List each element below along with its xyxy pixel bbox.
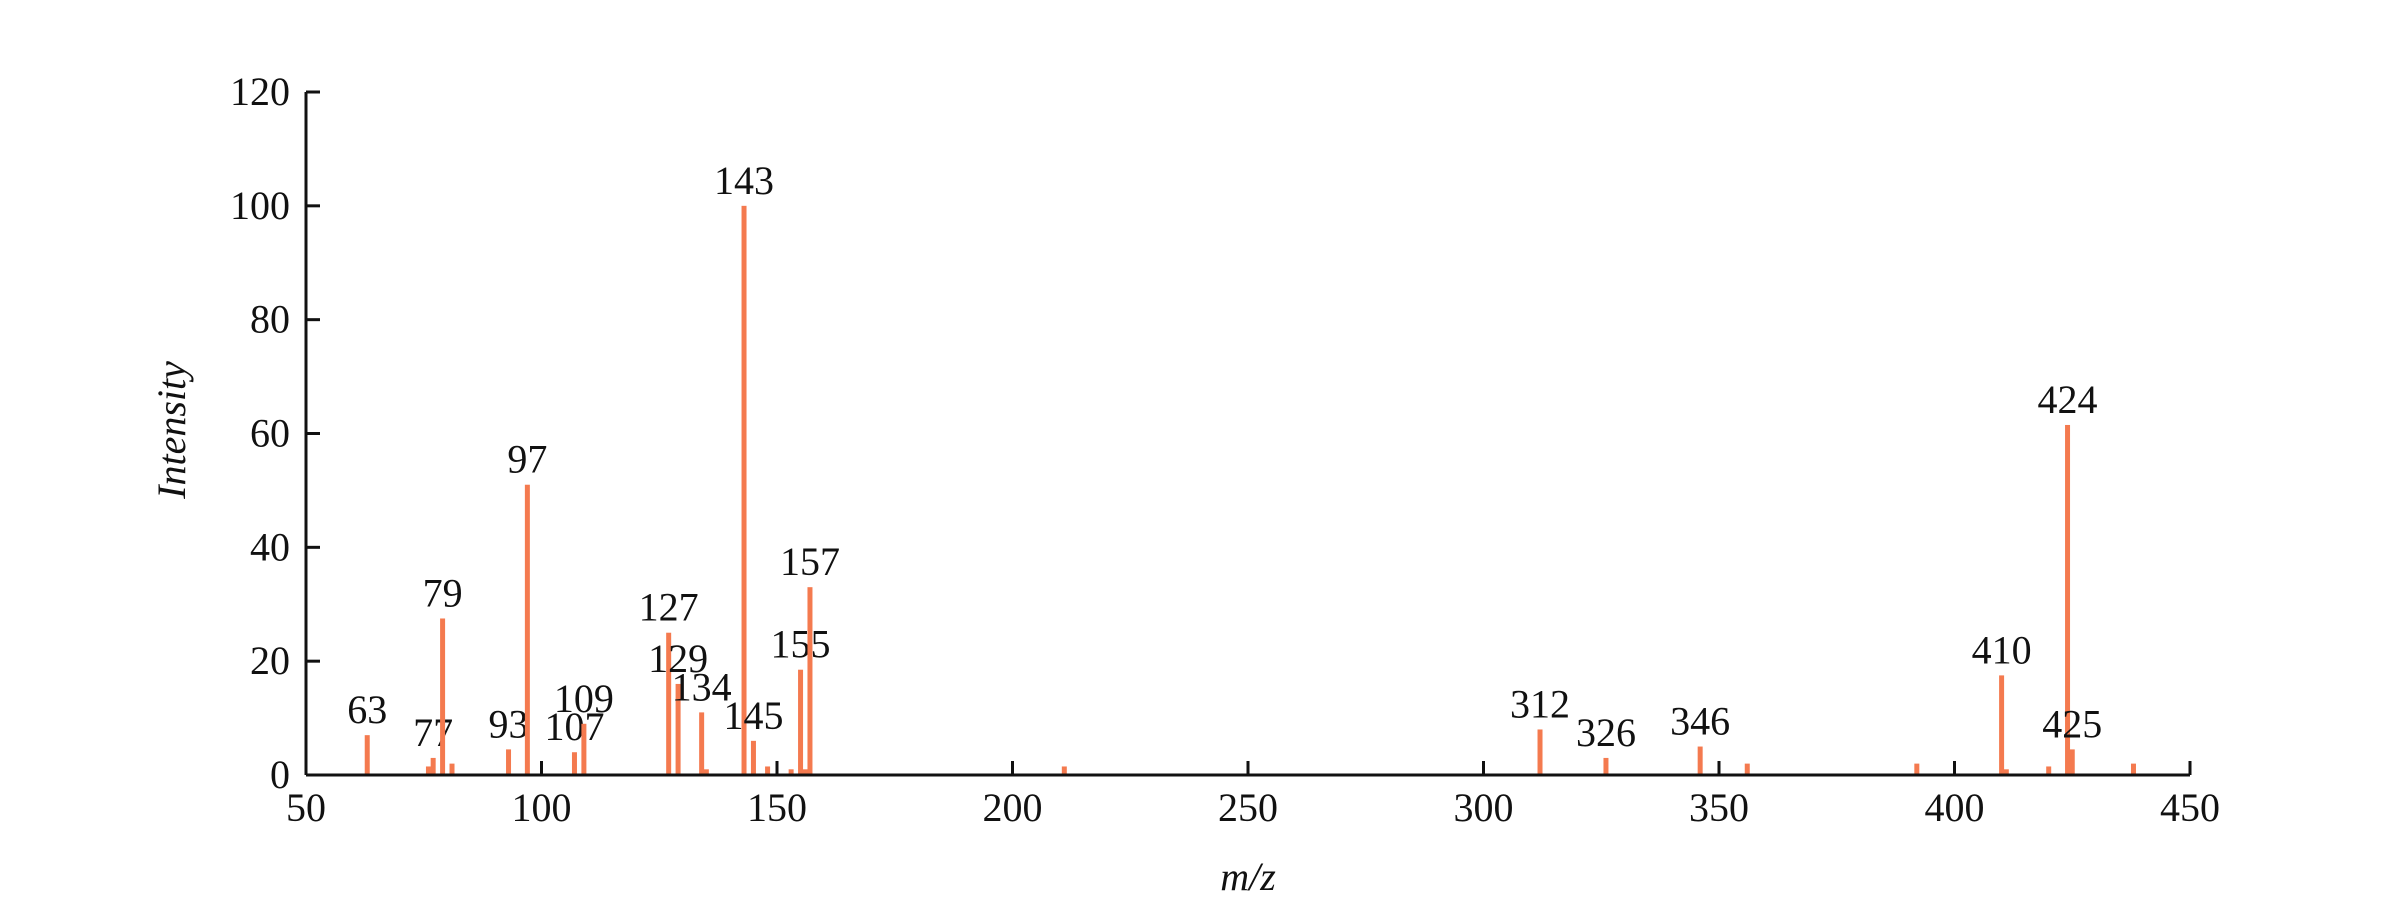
peak-label: 424 bbox=[2038, 377, 2098, 422]
peak bbox=[430, 757, 436, 775]
peak bbox=[364, 735, 370, 775]
x-tick-label: 350 bbox=[1689, 785, 1749, 830]
peak bbox=[506, 749, 512, 775]
peak bbox=[440, 618, 446, 775]
peak bbox=[1914, 763, 1920, 775]
peak-label: 145 bbox=[723, 693, 783, 738]
x-axis-label: m/z bbox=[1220, 854, 1276, 899]
peak bbox=[524, 484, 530, 775]
peak-label: 109 bbox=[554, 676, 614, 721]
y-tick-label: 20 bbox=[250, 638, 290, 683]
peak-label: 63 bbox=[347, 687, 387, 732]
peak bbox=[802, 769, 808, 775]
y-tick-label: 0 bbox=[270, 752, 290, 797]
peak-label: 346 bbox=[1670, 699, 1730, 744]
peak-label: 155 bbox=[771, 622, 831, 667]
peak-label: 143 bbox=[714, 158, 774, 203]
peak-label: 97 bbox=[507, 437, 547, 482]
x-tick-label: 300 bbox=[1454, 785, 1514, 830]
peak bbox=[1697, 746, 1703, 775]
peak bbox=[1603, 757, 1609, 775]
y-tick-label: 60 bbox=[250, 411, 290, 456]
peak bbox=[2065, 424, 2071, 775]
peak bbox=[2003, 769, 2009, 775]
x-tick-label: 150 bbox=[747, 785, 807, 830]
x-tick-label: 450 bbox=[2160, 785, 2220, 830]
peak bbox=[741, 205, 747, 776]
peak bbox=[765, 766, 771, 775]
x-tick-label: 50 bbox=[286, 785, 326, 830]
peak bbox=[2130, 763, 2136, 775]
peak bbox=[1999, 675, 2005, 775]
peak bbox=[425, 766, 431, 775]
peak-label: 134 bbox=[672, 664, 732, 709]
peak bbox=[666, 632, 672, 775]
y-tick-label: 80 bbox=[250, 297, 290, 342]
peak bbox=[798, 669, 804, 775]
peak-label: 157 bbox=[780, 539, 840, 584]
peak-label: 410 bbox=[1972, 627, 2032, 672]
peak bbox=[2046, 766, 2052, 775]
peak bbox=[788, 769, 794, 775]
peak-label: 129 bbox=[648, 636, 708, 681]
peak bbox=[581, 723, 587, 775]
peak bbox=[571, 752, 577, 775]
peak-label: 326 bbox=[1576, 710, 1636, 755]
y-axis-label: Intensity bbox=[149, 361, 194, 500]
peak-label: 127 bbox=[639, 585, 699, 630]
peak-label: 93 bbox=[489, 701, 529, 746]
peak bbox=[1537, 729, 1543, 775]
peak-label: 77 bbox=[413, 710, 453, 755]
peak-label: 425 bbox=[2042, 701, 2102, 746]
peak bbox=[2069, 749, 2075, 775]
x-tick-label: 250 bbox=[1218, 785, 1278, 830]
peak bbox=[1744, 763, 1750, 775]
peak bbox=[699, 712, 705, 775]
peak bbox=[750, 740, 756, 775]
peak bbox=[703, 769, 709, 775]
peak-label: 107 bbox=[544, 704, 604, 749]
x-tick-label: 100 bbox=[512, 785, 572, 830]
peak bbox=[1061, 766, 1067, 775]
peak-label: 312 bbox=[1510, 681, 1570, 726]
x-tick-label: 200 bbox=[983, 785, 1043, 830]
y-tick-label: 120 bbox=[230, 69, 290, 114]
y-tick-label: 40 bbox=[250, 524, 290, 569]
peak bbox=[807, 587, 813, 775]
y-tick-label: 100 bbox=[230, 183, 290, 228]
peak bbox=[675, 683, 681, 775]
x-tick-label: 400 bbox=[1925, 785, 1985, 830]
peak-label: 79 bbox=[423, 570, 463, 615]
peak bbox=[449, 763, 455, 775]
